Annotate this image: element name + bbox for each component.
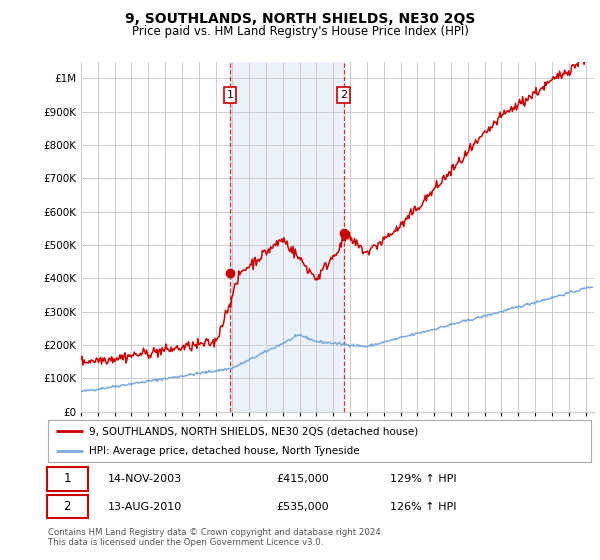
Text: Price paid vs. HM Land Registry's House Price Index (HPI): Price paid vs. HM Land Registry's House … (131, 25, 469, 38)
Text: HPI: Average price, detached house, North Tyneside: HPI: Average price, detached house, Nort… (89, 446, 359, 456)
Text: 1: 1 (227, 90, 233, 100)
Text: 9, SOUTHLANDS, NORTH SHIELDS, NE30 2QS (detached house): 9, SOUTHLANDS, NORTH SHIELDS, NE30 2QS (… (89, 426, 418, 436)
Text: 14-NOV-2003: 14-NOV-2003 (108, 474, 182, 484)
Text: 126% ↑ HPI: 126% ↑ HPI (390, 502, 457, 511)
Text: £535,000: £535,000 (276, 502, 329, 511)
Text: 2: 2 (340, 90, 347, 100)
Text: 2: 2 (64, 500, 71, 513)
Text: 129% ↑ HPI: 129% ↑ HPI (390, 474, 457, 484)
Bar (230, 62, 344, 412)
FancyBboxPatch shape (47, 495, 88, 519)
Text: 1: 1 (64, 473, 71, 486)
Text: £415,000: £415,000 (276, 474, 329, 484)
Text: Contains HM Land Registry data © Crown copyright and database right 2024.
This d: Contains HM Land Registry data © Crown c… (48, 528, 383, 547)
Text: 13-AUG-2010: 13-AUG-2010 (108, 502, 182, 511)
FancyBboxPatch shape (47, 467, 88, 491)
Text: 9, SOUTHLANDS, NORTH SHIELDS, NE30 2QS: 9, SOUTHLANDS, NORTH SHIELDS, NE30 2QS (125, 12, 475, 26)
